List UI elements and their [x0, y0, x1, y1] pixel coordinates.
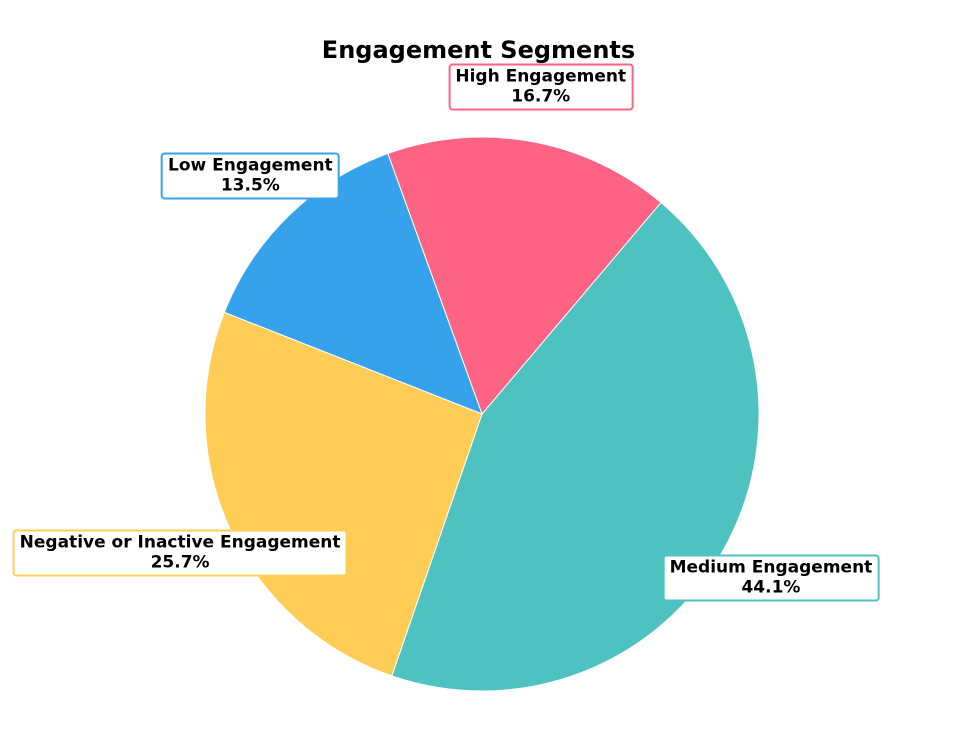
pie-slice-low-engagement — [223, 152, 483, 415]
slice-label-negative-or-inactive-engagement: Negative or Inactive Engagement 25.7% — [12, 529, 348, 577]
slice-label-medium-engagement: Medium Engagement 44.1% — [662, 554, 880, 602]
pie-slice-high-engagement — [387, 136, 662, 415]
chart-title: Engagement Segments — [321, 36, 636, 64]
slice-category-label: Low Engagement — [168, 155, 333, 176]
slice-percent-label: 16.7% — [511, 86, 571, 107]
slice-category-label: Medium Engagement — [669, 557, 873, 578]
slice-category-label: Negative or Inactive Engagement — [19, 532, 341, 553]
slice-percent-label: 25.7% — [150, 552, 210, 573]
slice-percent-label: 44.1% — [741, 577, 801, 598]
slice-percent-label: 13.5% — [220, 175, 280, 196]
slice-label-low-engagement: Low Engagement 13.5% — [161, 152, 340, 200]
slice-category-label: High Engagement — [455, 66, 627, 87]
slice-label-high-engagement: High Engagement 16.7% — [448, 63, 634, 111]
